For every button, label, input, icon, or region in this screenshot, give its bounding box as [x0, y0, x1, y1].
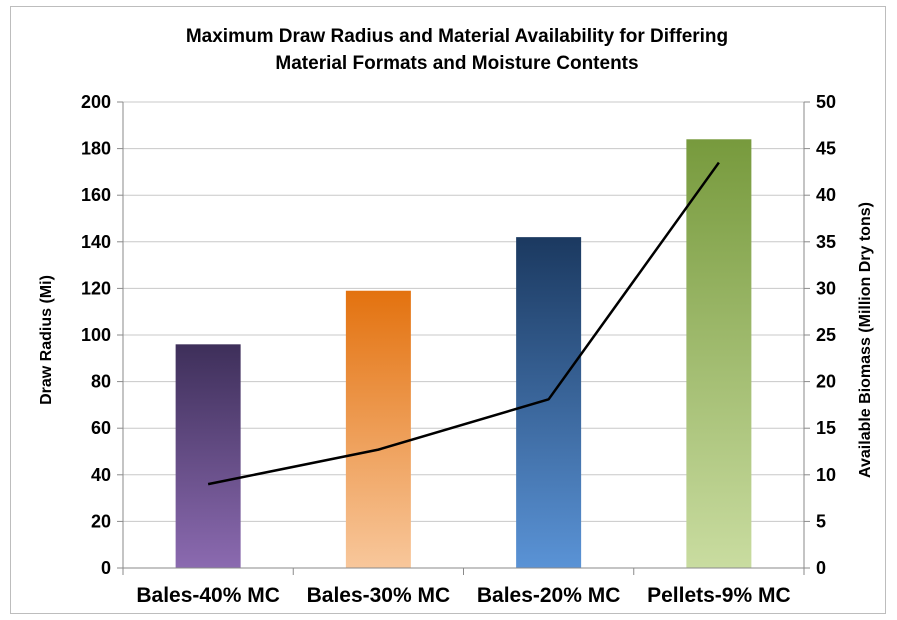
biomass-line: [207, 161, 720, 486]
bar-series: [175, 139, 752, 568]
left-tick-label: 40: [91, 465, 111, 485]
right-tick-label: 45: [816, 139, 836, 159]
bar-1: [345, 290, 411, 568]
right-tick-label: 20: [816, 372, 836, 392]
right-tick-label: 5: [816, 511, 826, 531]
left-tick-label: 20: [91, 511, 111, 531]
left-tick-label: 80: [91, 372, 111, 392]
right-tick-label: 30: [816, 278, 836, 298]
category-label: Pellets-9% MC: [647, 584, 791, 607]
left-tick-label: 120: [81, 278, 111, 298]
bar-0: [175, 344, 241, 568]
category-label: Bales-30% MC: [307, 584, 451, 607]
left-axis-ticks: 0 20 40 60 80 100 120 140 160 180 200: [81, 92, 123, 578]
right-tick-label: 25: [816, 325, 836, 345]
category-label: Bales-40% MC: [136, 584, 280, 607]
category-labels: Bales-40% MC Bales-30% MC Bales-20% MC Pell…: [136, 584, 790, 607]
category-label: Bales-20% MC: [477, 584, 621, 607]
left-axis-title: Draw Radius (Mi): [38, 275, 55, 405]
bar-2: [516, 237, 582, 568]
right-tick-label: 40: [816, 185, 836, 205]
bar-3: [686, 139, 752, 568]
right-tick-label: 15: [816, 418, 836, 438]
right-tick-label: 35: [816, 232, 836, 252]
left-tick-label: 180: [81, 139, 111, 159]
chart-frame: Maximum Draw Radius and Material Availab…: [10, 6, 886, 614]
left-tick-label: 0: [101, 558, 111, 578]
line-series: [207, 161, 720, 486]
left-tick-label: 60: [91, 418, 111, 438]
left-tick-label: 200: [81, 92, 111, 112]
right-axis-title: Available Biomass (Million Dry tons): [857, 202, 874, 478]
right-tick-label: 0: [816, 558, 826, 578]
right-tick-label: 10: [816, 465, 836, 485]
right-tick-label: 50: [816, 92, 836, 112]
chart-title-line-2: Material Formats and Moisture Contents: [275, 53, 638, 74]
chart-title-line-1: Maximum Draw Radius and Material Availab…: [186, 26, 728, 47]
left-tick-label: 160: [81, 185, 111, 205]
left-tick-label: 100: [81, 325, 111, 345]
right-axis-ticks: 0 5 10 15 20 25 30 35 40 45 50: [804, 92, 836, 578]
left-tick-label: 140: [81, 232, 111, 252]
chart: Maximum Draw Radius and Material Availab…: [38, 26, 874, 607]
